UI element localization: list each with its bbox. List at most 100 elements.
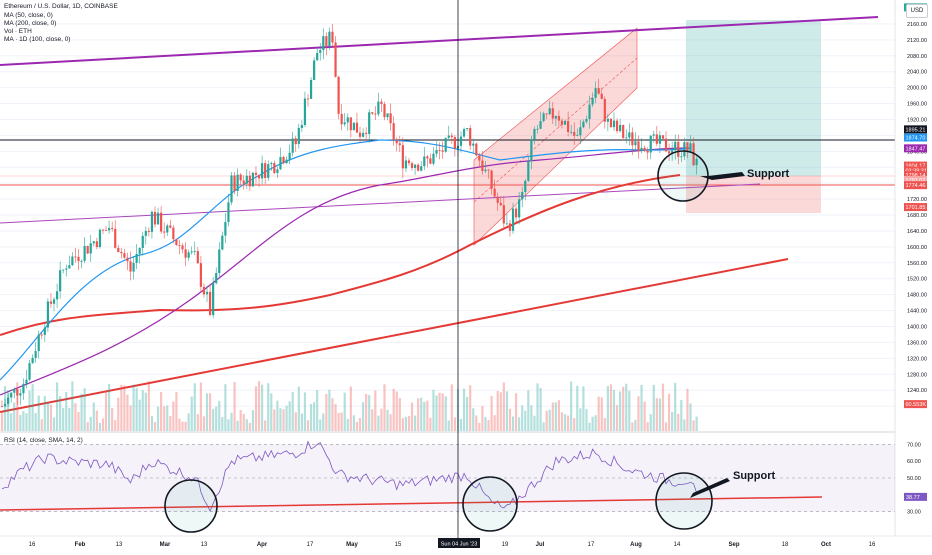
volume-bar: [331, 398, 334, 431]
candle-body: [441, 150, 444, 152]
volume-bar: [560, 412, 564, 431]
price-label-box: [904, 203, 927, 212]
volume-bar: [309, 404, 313, 431]
candle-body: [646, 150, 649, 153]
volume-bar: [62, 407, 65, 431]
price-label-box: [904, 181, 927, 190]
candle-body: [634, 141, 637, 146]
volume-bar: [178, 418, 181, 431]
candle-body: [649, 135, 652, 153]
volume-bar: [358, 417, 362, 431]
candle-body: [472, 143, 475, 146]
volume-bar: [138, 399, 141, 431]
volume-bar: [567, 415, 570, 431]
volume-bar: [55, 382, 59, 431]
support-label-bottom: Support: [733, 470, 775, 482]
candle-body: [59, 270, 62, 292]
rsi-trendline: [0, 496, 823, 511]
volume-bar: [374, 390, 377, 431]
candle-body: [147, 230, 150, 232]
candle-body: [432, 153, 435, 164]
candle-body: [560, 120, 564, 125]
volume-bar: [40, 419, 43, 431]
lower-trendline: [0, 258, 789, 413]
candle-body: [407, 160, 411, 164]
volume-bar: [163, 406, 166, 431]
rsi-legend[interactable]: RSI (14, close, SMA, 14, 2): [4, 437, 83, 444]
candle-body: [328, 31, 331, 47]
volume-bar: [551, 402, 554, 431]
volume-bar: [215, 406, 218, 431]
candle-body: [365, 132, 368, 134]
candle-body: [297, 127, 300, 145]
ma100-line: [0, 174, 681, 336]
volume-bar: [686, 388, 689, 431]
volume-bar: [34, 413, 37, 431]
candle-body: [202, 286, 206, 295]
volume-bar: [10, 413, 13, 431]
volume-bar: [224, 384, 227, 431]
volume-bar: [631, 422, 634, 431]
candle-body: [273, 163, 276, 173]
volume-bar: [352, 415, 355, 431]
volume-bar: [377, 415, 380, 431]
support-arrow-icon: [690, 478, 730, 498]
legend-ma100[interactable]: MA · 1D (100, close, 0): [4, 36, 71, 43]
candle-body: [686, 142, 689, 153]
volume-bar: [625, 383, 628, 431]
candle-body: [585, 119, 588, 122]
candle-body: [371, 112, 374, 114]
candle-body: [346, 117, 349, 123]
candle-body: [92, 241, 95, 244]
volume-bar: [233, 381, 236, 431]
time-tick-label: 19: [502, 542, 509, 548]
volume-bar: [175, 391, 178, 431]
currency-button[interactable]: USD: [906, 4, 928, 18]
time-tick-label: 17: [588, 542, 595, 548]
price-label-box: [904, 171, 927, 180]
volume-bar: [49, 404, 53, 431]
volume-bar: [383, 384, 386, 431]
volume-bar: [291, 391, 294, 431]
volume-bar: [459, 418, 463, 431]
volume-bar: [490, 396, 493, 431]
candle-body: [337, 76, 340, 114]
volume-bar: [0, 412, 4, 431]
volume-bar: [202, 416, 206, 431]
legend-vol[interactable]: Vol · ETH: [4, 28, 32, 35]
ma50-line: [0, 139, 691, 381]
volume-bar: [441, 393, 444, 431]
time-tick-label: Oct: [821, 542, 831, 548]
time-tick-label: 15: [395, 542, 402, 548]
candle-body: [631, 132, 634, 146]
price-tick-label: 2040.00: [907, 70, 927, 76]
candle-body: [368, 112, 371, 134]
volume-bar: [205, 393, 209, 431]
legend-symbol[interactable]: Ethereum / U.S. Dollar, 1D, COINBASE: [4, 3, 118, 10]
candle-body: [609, 118, 613, 128]
candle-body: [683, 142, 686, 157]
candle-body: [469, 128, 472, 146]
volume-bar: [444, 396, 447, 431]
volume-bar: [7, 390, 10, 431]
price-tick-label: 2000.00: [907, 86, 927, 92]
time-tick-label: 14: [674, 542, 681, 548]
candle-body: [98, 229, 102, 248]
candle-body: [664, 138, 668, 152]
legend-ma200[interactable]: MA (200, close, 0): [4, 20, 57, 27]
candle-body: [163, 231, 166, 233]
candle-body: [386, 113, 389, 118]
price-label-text: 1797.02: [906, 178, 926, 184]
price-tick-label: 1480.00: [907, 293, 927, 299]
time-tick-label: 16: [29, 542, 36, 548]
volume-bar: [184, 421, 187, 431]
ma200-line: [0, 147, 691, 396]
candle-body: [254, 172, 258, 175]
candle-body: [120, 251, 123, 254]
candle-body: [108, 227, 111, 231]
legend-ma50[interactable]: MA (50, close, 0): [4, 12, 53, 19]
candle-body: [55, 291, 59, 300]
candle-body: [655, 134, 658, 144]
